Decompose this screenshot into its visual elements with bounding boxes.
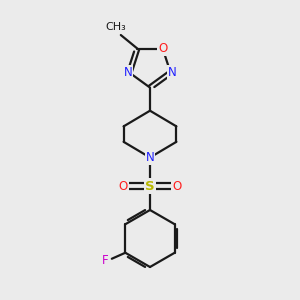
Text: O: O [172,179,182,193]
Text: O: O [118,179,127,193]
Text: O: O [158,42,167,55]
Text: CH₃: CH₃ [105,22,126,32]
Text: F: F [102,254,109,267]
Text: S: S [145,179,155,193]
Text: N: N [124,66,132,79]
Text: N: N [146,151,154,164]
Text: N: N [168,66,176,79]
